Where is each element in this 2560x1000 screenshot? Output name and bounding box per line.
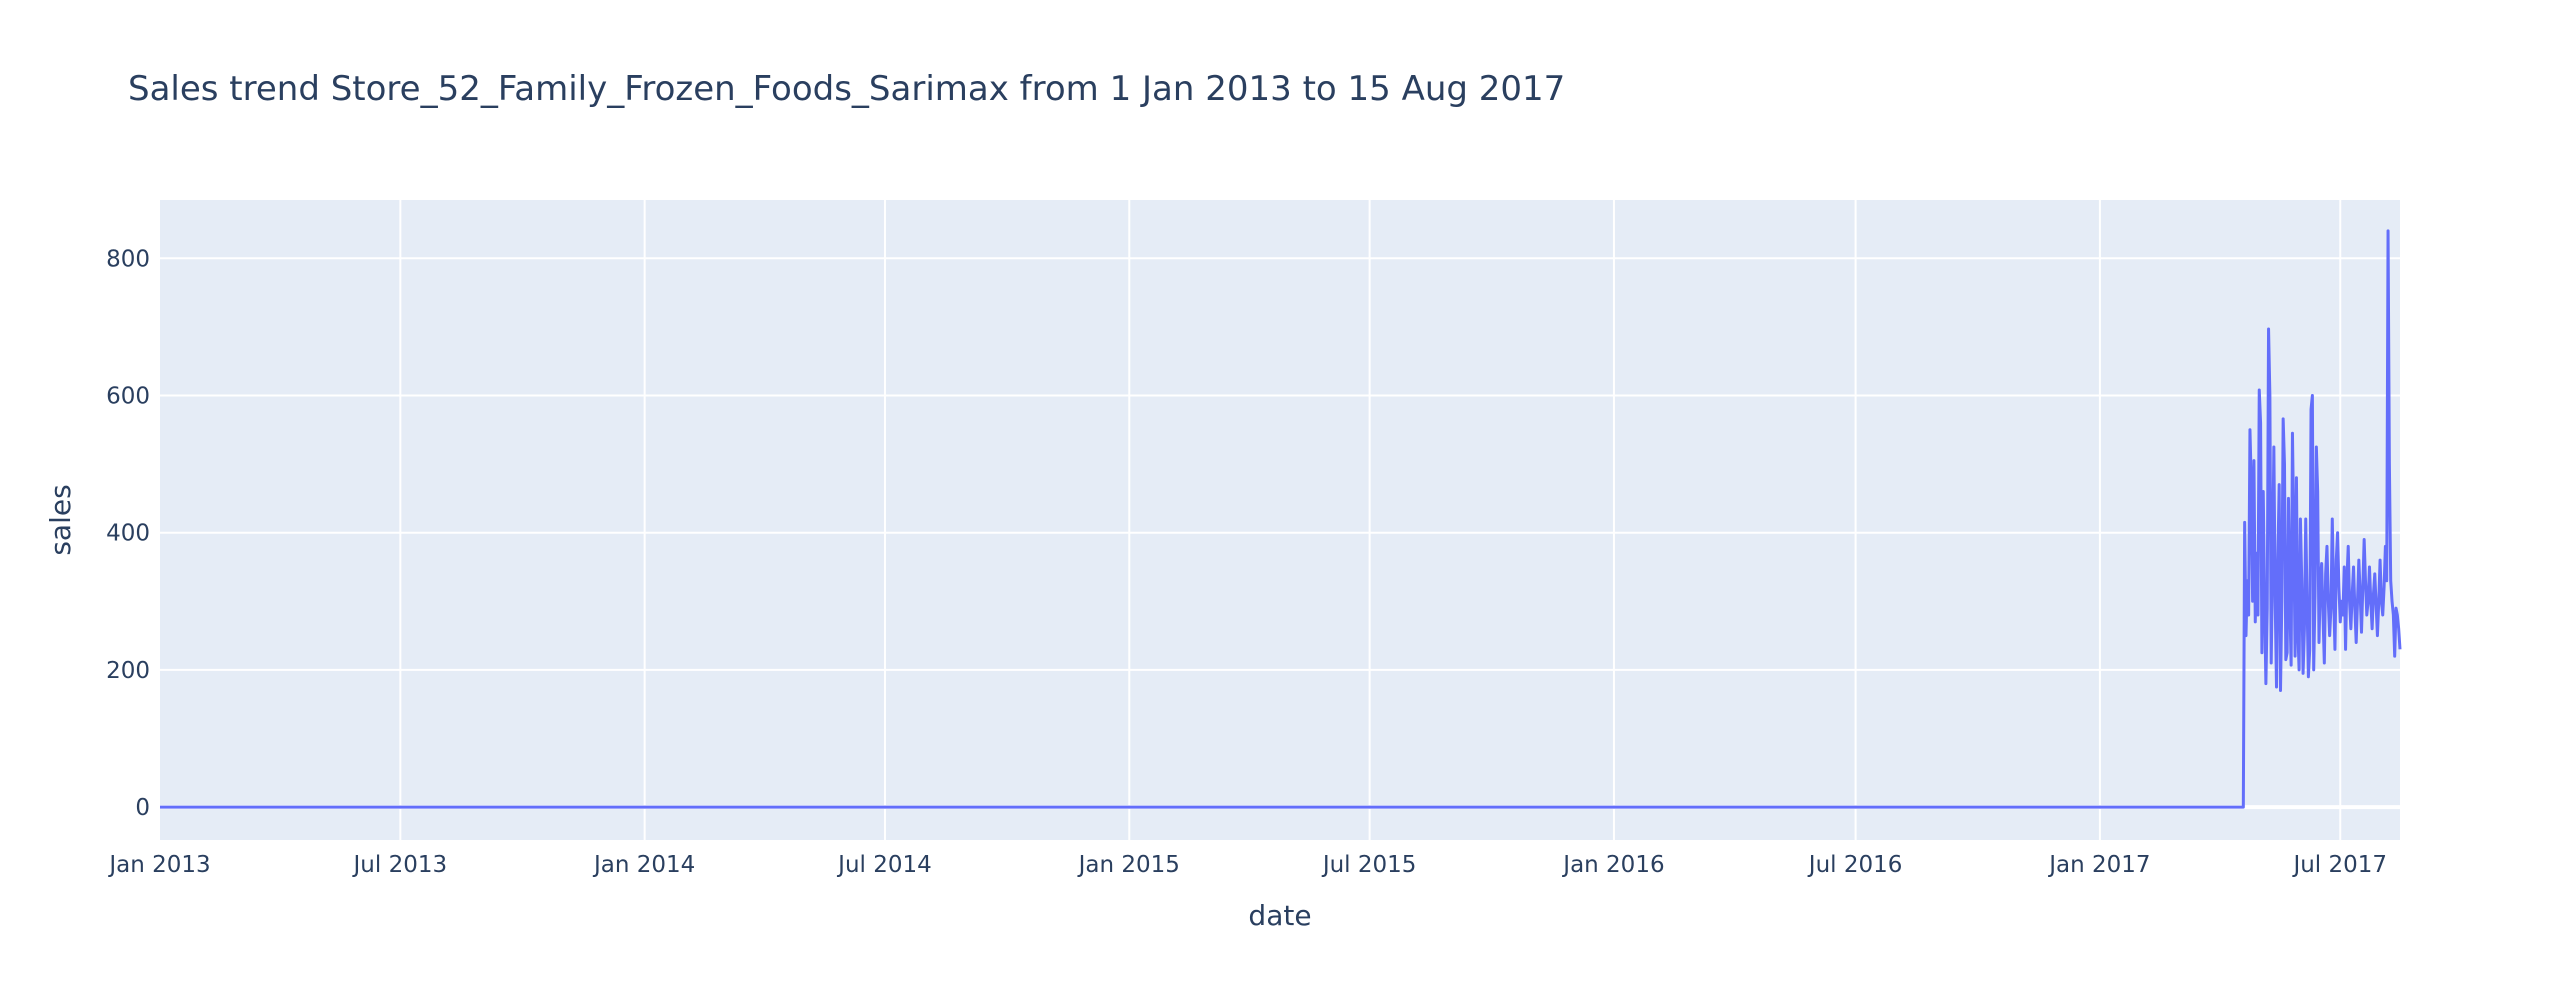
x-tick-label: Jul 2016 — [1807, 852, 1903, 878]
y-tick-label: 400 — [106, 521, 150, 547]
x-tick-label: Jul 2014 — [836, 852, 932, 878]
sales-series-line — [160, 229, 2402, 809]
x-tick-label: Jan 2016 — [1561, 852, 1664, 878]
x-tick-label: Jul 2013 — [352, 852, 448, 878]
x-tick-label: Jan 2013 — [107, 852, 210, 878]
x-tick-label: Jul 2015 — [1321, 852, 1417, 878]
chart-title: Sales trend Store_52_Family_Frozen_Foods… — [128, 69, 1565, 109]
x-axis-title: date — [1248, 899, 1311, 932]
y-tick-label: 200 — [106, 658, 150, 684]
y-tick-label: 0 — [135, 795, 150, 821]
x-tick-label: Jan 2017 — [2047, 852, 2150, 878]
y-axis-ticks: 0 200 400 600 800 — [106, 246, 150, 821]
x-axis-ticks: Jan 2013 Jul 2013 Jan 2014 Jul 2014 Jan 2015… — [107, 852, 2387, 878]
y-tick-label: 600 — [106, 383, 150, 409]
y-axis-title: sales — [44, 484, 77, 555]
x-gridlines — [399, 200, 2342, 840]
x-tick-label: Jul 2017 — [2291, 852, 2387, 878]
x-tick-label: Jan 2015 — [1077, 852, 1180, 878]
x-tick-label: Jan 2014 — [592, 852, 695, 878]
series-layer — [160, 229, 2402, 809]
y-tick-label: 800 — [106, 246, 150, 272]
plot-area — [160, 200, 2400, 840]
